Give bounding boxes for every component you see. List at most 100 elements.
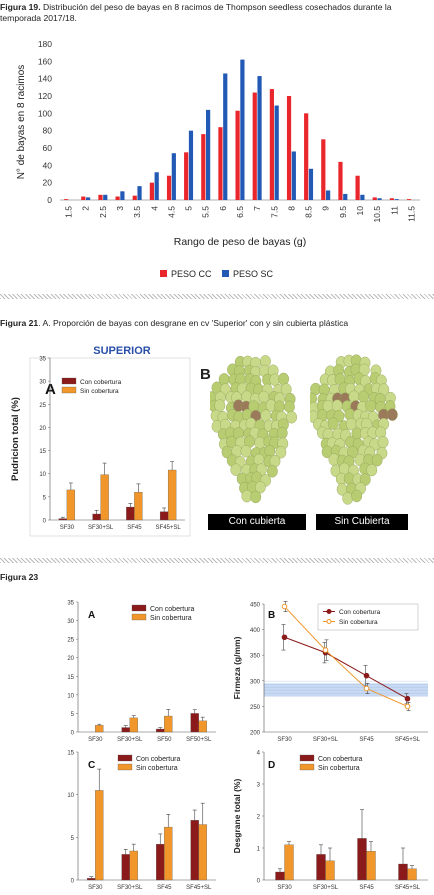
y-tick-label: 20 xyxy=(43,178,53,188)
x-tick-label: 6 xyxy=(218,206,228,211)
bar-sin-cobertura xyxy=(100,474,109,521)
x-tick-label: 5 xyxy=(184,206,194,211)
panel-label: A xyxy=(88,610,95,621)
bar-peso-sc xyxy=(308,168,314,200)
y-tick-label: 5 xyxy=(71,836,75,842)
bar-sin-cobertura xyxy=(198,720,207,733)
bar-con-cobertura xyxy=(121,727,130,733)
bar-peso-sc xyxy=(120,191,125,200)
x-tick-label: SF30+SL xyxy=(117,737,143,743)
bar-con-cobertura xyxy=(156,844,165,881)
figure-19-label: Figura 19. xyxy=(0,2,41,12)
figure-19-caption: Figura 19. Distribución del peso de baya… xyxy=(0,2,430,24)
legend-swatch xyxy=(117,754,133,762)
bar-peso-cc xyxy=(98,194,103,200)
legend-label: Sin cobertura xyxy=(80,388,119,395)
bar-peso-sc xyxy=(86,197,91,200)
figure-23-label: Figura 23 xyxy=(0,572,39,582)
x-tick-label: SF30 xyxy=(277,737,292,743)
grape-berry xyxy=(266,465,278,478)
grape-berry xyxy=(366,463,378,477)
y-tick-label: 5 xyxy=(71,712,75,718)
x-tick-label: 1.5 xyxy=(64,206,74,218)
figure-21-caption: Figura 21. A. Proporción de bayas con de… xyxy=(0,318,434,329)
x-tick-label: 3 xyxy=(115,206,125,211)
bar-con-cobertura xyxy=(316,854,326,881)
y-tick-label: 10 xyxy=(67,693,74,699)
bar-peso-cc xyxy=(372,197,377,200)
figure-21-label: Figura 21 xyxy=(0,318,39,328)
x-tick-label: 8.5 xyxy=(304,206,314,218)
grape-berry xyxy=(254,481,266,494)
x-tick-label: 6.5 xyxy=(235,206,245,218)
y-tick-label: 300 xyxy=(250,679,261,685)
bar-con-cobertura xyxy=(58,518,68,521)
panel-label: C xyxy=(88,760,95,771)
y-axis-label: Pudricion total (%) xyxy=(10,397,21,481)
x-tick-label: SF45+SL xyxy=(395,885,421,891)
grape-berry xyxy=(278,372,290,386)
y-tick-label: 20 xyxy=(67,656,74,662)
y-tick-label: 80 xyxy=(43,126,53,136)
y-tick-label: 15 xyxy=(67,675,74,681)
bar-peso-cc xyxy=(389,198,394,200)
bar-peso-cc xyxy=(269,89,274,200)
y-tick-label: 0 xyxy=(43,519,47,525)
figure-23a-chart: A05101520253035SF30SF30+SLSF50SF50+SLPud… xyxy=(67,601,216,743)
y-tick-label: 450 xyxy=(250,603,261,609)
figure-23d-chart: D 0 1 2 3 4 SF30 SF30+SL SF45 SF45+SL Desgrane tot… xyxy=(232,751,428,891)
x-tick-label: 3.5 xyxy=(132,206,142,218)
data-point xyxy=(281,634,288,641)
x-tick-label: SF30+SL xyxy=(117,885,143,891)
bar-peso-sc xyxy=(274,105,279,200)
bar-peso-cc xyxy=(406,199,412,200)
y-tick-label: 35 xyxy=(67,601,74,607)
bar-sin-cobertura xyxy=(95,790,104,881)
legend-label: Con cobertura xyxy=(339,609,381,616)
legend-marker xyxy=(326,619,332,624)
y-tick-label: 0 xyxy=(257,879,261,885)
y-axis-label: Desgrane total (%) xyxy=(232,779,242,854)
bar-peso-cc xyxy=(218,127,223,200)
x-tick-label: 11.5 xyxy=(406,206,416,222)
data-point xyxy=(404,703,411,710)
panel-label: B xyxy=(268,610,275,621)
x-tick-label: 8 xyxy=(286,206,296,211)
grape-berry xyxy=(331,399,343,412)
bar-sin-cobertura xyxy=(129,717,138,733)
y-tick-label: 4 xyxy=(257,751,261,757)
data-point xyxy=(281,603,288,610)
chart-frame xyxy=(29,357,191,537)
bar-con-cobertura xyxy=(92,513,101,521)
grape-berry xyxy=(276,426,288,440)
legend-label: Sin cobertura xyxy=(339,619,378,626)
bar-sin-cobertura xyxy=(198,824,207,881)
y-tick-label: 0 xyxy=(71,879,75,885)
y-tick-label: 5 xyxy=(43,495,47,501)
grape-berry xyxy=(371,454,383,467)
grape-berry xyxy=(250,490,262,504)
y-tick-label: 350 xyxy=(250,654,261,660)
bar-con-cobertura xyxy=(87,878,96,881)
bar-peso-cc xyxy=(252,92,257,200)
bar-peso-cc xyxy=(235,110,240,200)
grape-berry xyxy=(284,400,295,413)
grape-berry xyxy=(230,463,242,476)
y-axis-label: N° de bayas en 8 racimos xyxy=(16,65,27,180)
figure-21-chart: SUPERIOR A 0 5 10 15 20 25 30 35 SF30 SF30+SL SF45 SF… xyxy=(10,345,191,537)
grape-berry xyxy=(275,446,287,459)
bar-peso-sc xyxy=(103,194,108,200)
y-tick-label: 15 xyxy=(39,449,46,455)
bar-con-cobertura xyxy=(190,820,199,881)
grape-berry xyxy=(342,492,354,505)
bar-peso-cc xyxy=(81,196,86,200)
bar-peso-cc xyxy=(149,182,154,200)
grape-berry xyxy=(365,399,377,413)
bar-peso-sc xyxy=(326,190,331,200)
y-axis-label: Firmeza (g/mm) xyxy=(232,636,242,699)
y-tick-label: 30 xyxy=(67,619,74,625)
bar-peso-sc xyxy=(257,76,262,200)
data-point xyxy=(404,695,411,702)
section-divider xyxy=(0,294,434,299)
